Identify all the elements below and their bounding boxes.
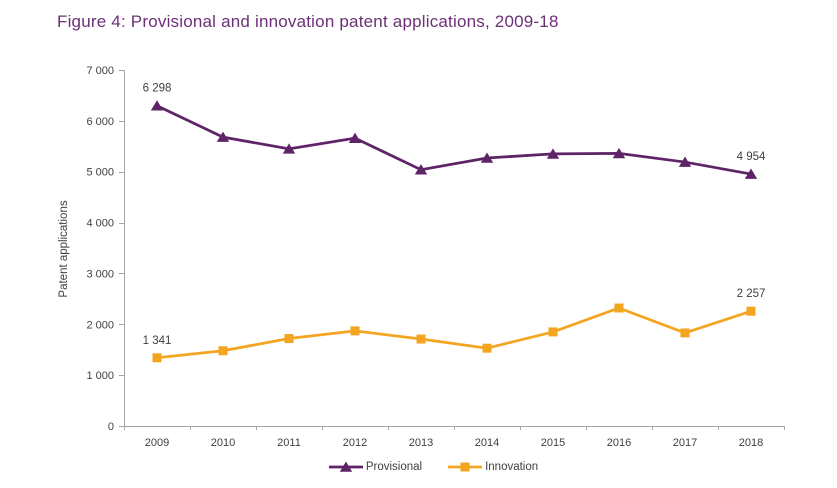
svg-text:2011: 2011 xyxy=(277,437,301,449)
chart-legend: Provisional Innovation xyxy=(0,461,837,473)
svg-text:2015: 2015 xyxy=(541,437,565,449)
innovation-line-swatch-icon xyxy=(448,462,483,472)
innovation-series xyxy=(152,303,756,363)
svg-text:4 954: 4 954 xyxy=(737,151,766,163)
provisional-series xyxy=(150,100,758,179)
svg-text:2 000: 2 000 xyxy=(86,319,114,331)
legend-label-innovation: Innovation xyxy=(485,461,539,473)
svg-text:2018: 2018 xyxy=(739,437,763,449)
svg-text:1 000: 1 000 xyxy=(86,370,114,382)
svg-text:2010: 2010 xyxy=(211,437,235,449)
svg-text:2017: 2017 xyxy=(673,437,697,449)
svg-text:6 298: 6 298 xyxy=(143,83,172,95)
svg-text:2 257: 2 257 xyxy=(737,288,766,300)
legend-label-provisional: Provisional xyxy=(365,461,423,473)
axes: 0 1 000 2 000 3 000 4 000 5 000 6 000 7 000 2009… xyxy=(86,65,785,449)
data-point-labels: 6 298 4 954 1 341 2 257 xyxy=(143,83,766,347)
legend-item-innovation: Innovation xyxy=(448,461,538,473)
svg-text:7 000: 7 000 xyxy=(86,65,114,77)
svg-text:2009: 2009 xyxy=(145,437,169,449)
svg-text:2012: 2012 xyxy=(343,437,367,449)
figure-title: Figure 4: Provisional and innovation pat… xyxy=(57,12,559,31)
legend-item-provisional: Provisional xyxy=(328,461,423,473)
svg-text:6 000: 6 000 xyxy=(86,116,114,128)
svg-text:1 341: 1 341 xyxy=(143,335,172,347)
svg-text:2013: 2013 xyxy=(409,437,433,449)
svg-text:3 000: 3 000 xyxy=(86,268,114,280)
line-chart: 0 1 000 2 000 3 000 4 000 5 000 6 000 7 000 2009… xyxy=(86,65,785,449)
provisional-line-swatch-icon xyxy=(328,461,363,472)
svg-text:2016: 2016 xyxy=(607,437,631,449)
svg-text:0: 0 xyxy=(108,421,114,433)
svg-text:2014: 2014 xyxy=(475,437,499,449)
svg-text:5 000: 5 000 xyxy=(86,167,114,179)
svg-text:4 000: 4 000 xyxy=(86,218,114,230)
